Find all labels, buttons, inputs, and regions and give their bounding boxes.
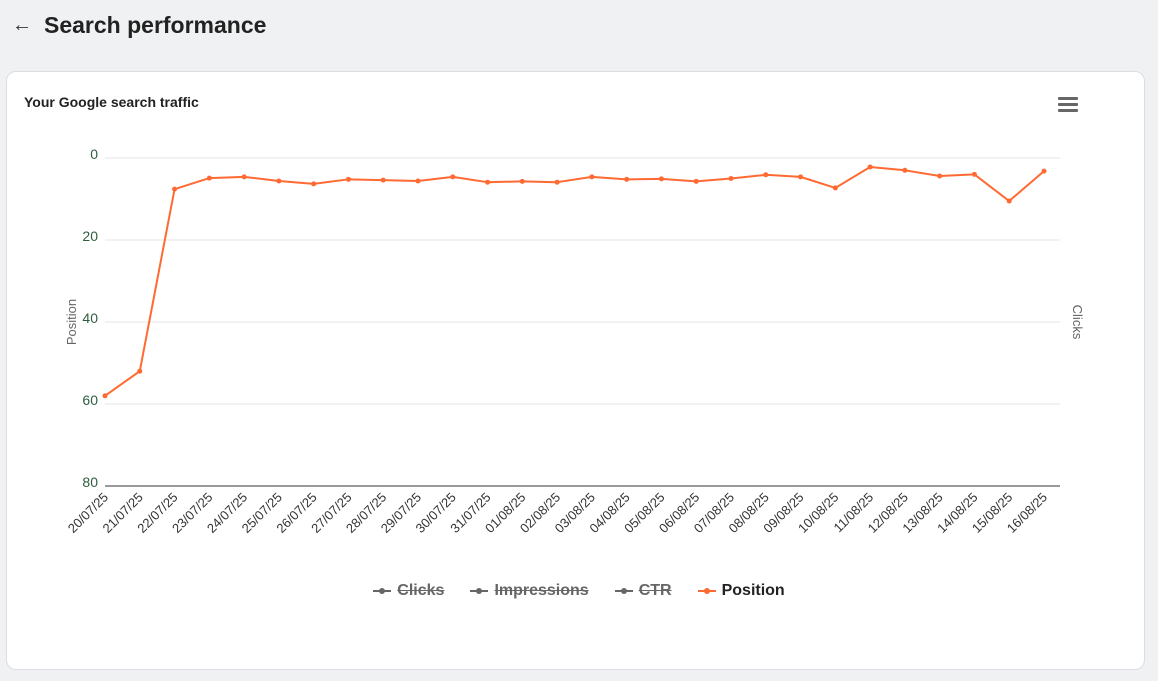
y-tick-label: 60 bbox=[82, 392, 98, 408]
page-title: Search performance bbox=[44, 12, 267, 38]
data-point bbox=[902, 167, 908, 173]
data-point bbox=[798, 174, 804, 180]
data-point bbox=[276, 178, 282, 184]
data-point bbox=[554, 179, 560, 185]
data-point bbox=[415, 178, 421, 184]
data-point bbox=[172, 186, 178, 192]
legend-label: Impressions bbox=[494, 582, 589, 599]
data-point bbox=[693, 178, 699, 184]
legend-marker-icon bbox=[697, 588, 716, 594]
data-point bbox=[763, 172, 769, 178]
y-axis-title: Position bbox=[64, 299, 79, 345]
data-point bbox=[624, 176, 630, 182]
search-traffic-card: Your Google search traffic bbox=[6, 71, 1145, 670]
hamburger-icon-bar bbox=[1058, 103, 1078, 106]
legend-item-clicks[interactable]: Clicks bbox=[373, 582, 444, 600]
data-point bbox=[450, 174, 456, 180]
hamburger-icon bbox=[1058, 97, 1078, 100]
data-point bbox=[937, 173, 943, 179]
data-point bbox=[519, 178, 525, 184]
legend-marker-icon bbox=[614, 588, 633, 594]
data-point bbox=[241, 174, 247, 180]
data-point bbox=[137, 368, 143, 374]
data-point bbox=[1041, 168, 1047, 174]
y-axis-title-right: Clicks bbox=[1070, 305, 1085, 340]
page-header: ← Search performance bbox=[12, 12, 266, 39]
card-title: Your Google search traffic bbox=[24, 94, 199, 110]
legend-item-ctr[interactable]: CTR bbox=[614, 582, 672, 600]
data-point bbox=[1006, 198, 1012, 204]
legend-marker-icon bbox=[373, 588, 392, 594]
data-point bbox=[971, 171, 977, 177]
data-point bbox=[345, 176, 351, 182]
legend-marker-icon bbox=[470, 588, 489, 594]
chart-menu-button[interactable] bbox=[1058, 97, 1078, 115]
legend-item-position[interactable]: Position bbox=[697, 582, 785, 600]
data-point bbox=[728, 176, 734, 181]
y-tick-label: 0 bbox=[90, 146, 98, 162]
data-point bbox=[102, 393, 108, 399]
y-tick-label: 20 bbox=[82, 228, 98, 244]
arrow-left-icon[interactable]: ← bbox=[12, 14, 32, 36]
y-tick-label: 40 bbox=[82, 310, 98, 326]
legend-label: Position bbox=[721, 582, 785, 599]
legend-label: Clicks bbox=[397, 582, 445, 599]
data-point bbox=[658, 176, 664, 182]
legend-label: CTR bbox=[638, 582, 672, 599]
data-point bbox=[206, 175, 212, 181]
y-tick-label: 80 bbox=[82, 474, 98, 490]
data-point bbox=[832, 185, 838, 191]
data-point bbox=[867, 164, 873, 170]
data-point bbox=[311, 181, 317, 187]
data-point bbox=[485, 179, 491, 185]
chart-legend: Clicks Impressions CTR Position bbox=[0, 582, 1158, 600]
data-point bbox=[589, 174, 595, 180]
data-point bbox=[380, 177, 386, 183]
series-line-position bbox=[104, 166, 1045, 397]
legend-item-impressions[interactable]: Impressions bbox=[470, 582, 589, 600]
hamburger-icon-bar bbox=[1058, 109, 1078, 112]
